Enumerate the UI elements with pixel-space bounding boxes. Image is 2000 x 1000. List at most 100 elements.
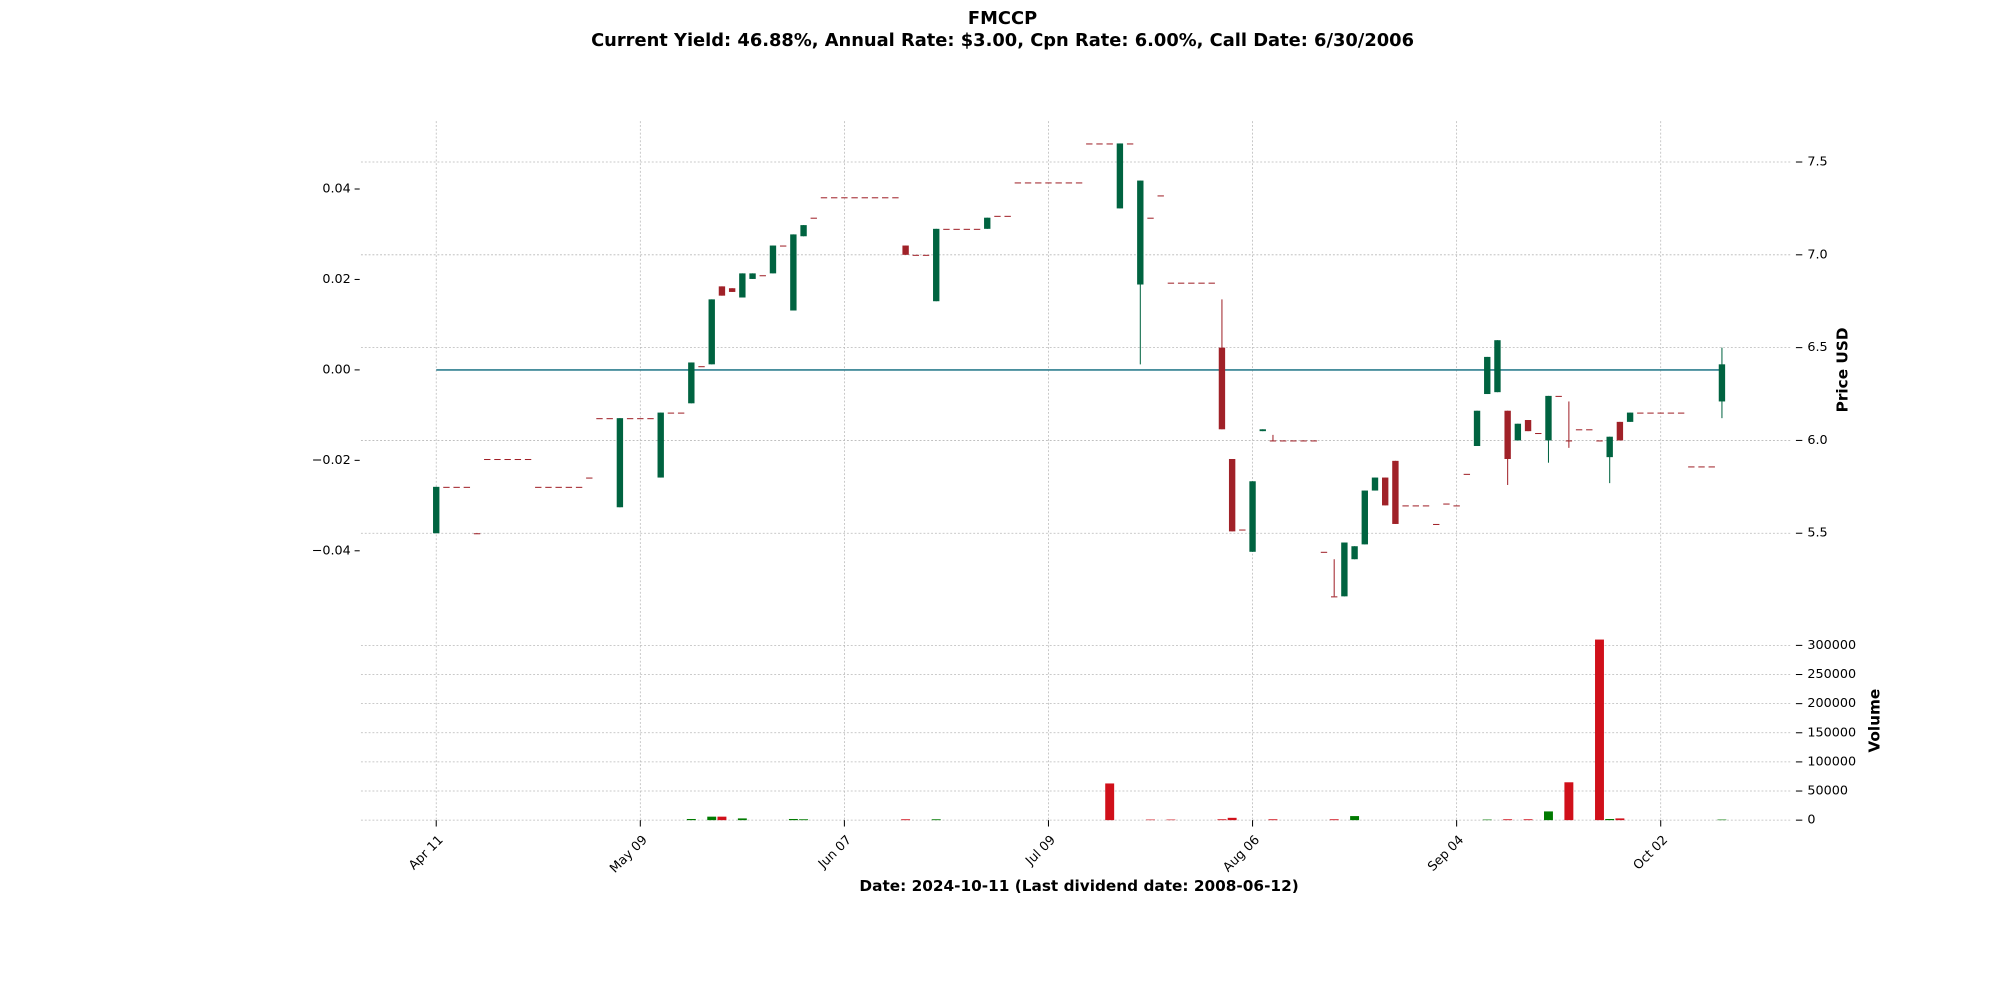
candle-body [1198,282,1205,284]
candle-body [1484,356,1491,395]
y-tick-label: 6.0 [1807,433,1827,448]
candle-body [463,486,471,488]
candle-body [728,288,736,292]
y-tick-label: 6.5 [1807,340,1827,355]
candle-body [1698,466,1705,468]
candle-body [1371,477,1379,491]
candle-body [1545,395,1552,441]
candle-body [1086,143,1093,145]
candle-body [514,458,522,461]
x-tick-label: Jul 09 [1022,833,1059,870]
candle-body [1167,282,1175,284]
candle-body [545,486,552,488]
candle-body [718,286,726,296]
candle-body [912,254,920,256]
volume-bar [1717,819,1727,821]
candle-body [1004,215,1011,217]
candle-body [1637,412,1644,414]
candle-body [1626,412,1634,422]
candle-body [1341,542,1348,597]
candle-body [1718,364,1726,402]
candle-body [963,228,971,230]
y2-tick-label: 0.00 [322,362,350,377]
volume-tick-label: 100000 [1807,754,1856,769]
x-tick-label: Aug 06 [1220,833,1263,876]
candle-body [1116,143,1124,209]
candle-body [1320,551,1328,553]
candle-body [841,197,848,199]
candle-body [1433,523,1440,525]
y-axis-label: Price USD [1834,327,1852,412]
y2-tick-label: 0.04 [322,182,350,197]
candle-body [524,458,532,461]
candle-body [616,418,624,508]
candle-body [779,245,787,247]
candle-body [575,486,583,488]
candle-body [1269,440,1277,442]
x-axis-label: Date: 2024-10-11 (Last dividend date: 20… [859,877,1298,895]
volume-bar [1564,782,1574,821]
candle-body [443,486,450,488]
candle-body [1126,143,1134,145]
volume-tick-label: 200000 [1807,696,1856,711]
candle-body [1688,466,1695,468]
candle-body [1453,505,1460,507]
candle-body [677,412,685,414]
candle-body [626,418,634,420]
volume-bar [1350,816,1360,821]
candle-body [1677,412,1685,414]
candle-body [1473,410,1481,447]
candle-body [790,234,797,311]
candle-body [1565,440,1573,442]
candle-body [820,197,828,199]
candle-body [1616,421,1624,441]
candle-body [1708,466,1715,468]
candle-body [749,273,756,279]
candle-body [759,275,766,277]
candle-body [1065,182,1073,184]
candle-body [1157,195,1164,197]
candle-body [1524,420,1532,432]
candle-body [1392,460,1399,524]
candle-body [1586,429,1593,431]
candle-body [1310,440,1317,442]
volume-bar [717,816,727,821]
candle-body [769,245,777,274]
candle-body [861,197,868,199]
candle-body [902,245,909,255]
candle-body [1096,143,1103,145]
candle-body [1606,436,1613,458]
candle-body [596,418,603,420]
volume-bar [799,819,809,821]
x-tick-label: Sep 04 [1425,833,1467,875]
candle-body [586,477,593,479]
candle-body [708,299,715,365]
candle-body [1290,440,1297,442]
candle-body [1218,347,1226,430]
candle-body [1188,282,1195,284]
candle-body [1035,182,1042,184]
volume-bar [1166,819,1176,821]
volume-tick-label: 150000 [1807,725,1856,740]
x-tick-label: Oct 02 [1631,833,1672,874]
candle-body [1443,503,1450,505]
candle-body [1330,596,1338,598]
candle-body [473,533,481,535]
candle-body [1575,429,1583,431]
y2-tick-label: −0.04 [312,543,351,558]
candle-body [871,197,879,199]
candle-body [688,362,695,404]
candle-body [504,458,511,461]
volume-tick-label: 50000 [1807,784,1848,799]
x-tick-label: Jun 07 [815,833,855,873]
candle-body [1361,490,1368,545]
candle-body [657,412,664,478]
candle-body [1014,182,1022,184]
candle-body [1514,423,1522,441]
candle-body [555,486,562,488]
candle-body [1045,182,1052,184]
volume-bar [901,819,911,821]
candle-body [892,197,899,199]
x-tick-label: Apr 11 [406,833,447,874]
candle-body [1075,182,1083,184]
